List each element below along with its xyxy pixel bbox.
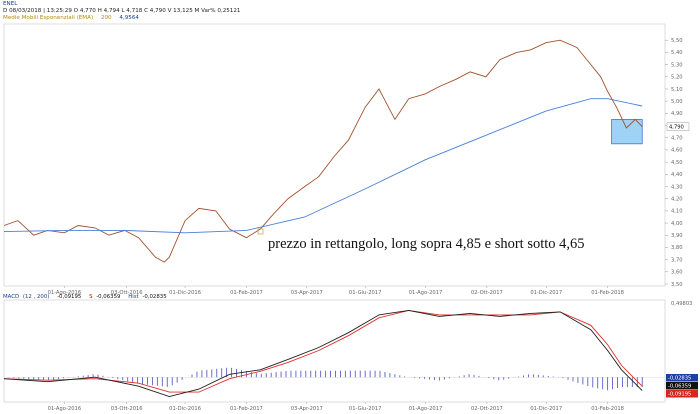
macd-x-tick-label: 01-Dic-2017 bbox=[530, 406, 562, 412]
price-x-tick-label: 03-Ott-2016 bbox=[111, 290, 143, 296]
price-x-tick-label: 01-Giu-2017 bbox=[349, 290, 382, 296]
macd-label: MACD bbox=[3, 294, 20, 300]
macd-line bbox=[3, 309, 643, 397]
macd-x-tick-label: 01-Ago-2017 bbox=[409, 406, 443, 412]
macd-params: (12 , 200) bbox=[22, 294, 50, 300]
price-y-tick-label: 5,40 bbox=[671, 50, 683, 56]
price-y-tick-label: 3,90 bbox=[671, 233, 683, 239]
signal-value-tag-label: -0,06359 bbox=[668, 384, 691, 390]
hist-value-tag-label: -0,02835 bbox=[668, 376, 691, 382]
macd-value-tag bbox=[666, 390, 698, 398]
macd-x-tick-label: 01-Feb-2017 bbox=[230, 406, 263, 412]
hist-label: Hist bbox=[128, 294, 139, 300]
price-x-tick-label: 01-Feb-2017 bbox=[230, 290, 263, 296]
ema-legend: Medie Mobili Esponenziali (EMA) 200 4,95… bbox=[3, 15, 139, 22]
ema-label: Medie Mobili Esponenziali (EMA) bbox=[3, 15, 94, 21]
macd-top-label: 0,49803 bbox=[671, 301, 692, 307]
price-y-tick-label: 4,30 bbox=[671, 184, 683, 190]
price-panel-frame bbox=[3, 23, 666, 287]
price-y-tick-label: 3,50 bbox=[671, 282, 683, 288]
price-y-tick-label: 4,20 bbox=[671, 196, 683, 202]
price-y-tick-label: 4,10 bbox=[671, 209, 683, 215]
macd-x-tick-label: 02-Ott-2017 bbox=[471, 406, 503, 412]
price-y-tick-label: 4,00 bbox=[671, 221, 683, 227]
signal-value-tag bbox=[666, 382, 698, 390]
price-y-tick-label: 3,70 bbox=[671, 257, 683, 263]
hist-value: -0,02835 bbox=[142, 294, 167, 300]
macd-x-tick-label: 03-Apr-2017 bbox=[291, 406, 323, 412]
price-y-tick-label: 4,40 bbox=[671, 172, 683, 178]
price-x-tick-label: 01-Ago-2017 bbox=[409, 290, 443, 296]
symbol-label: ENEL bbox=[3, 1, 18, 7]
signal-value: -0,06359 bbox=[96, 294, 121, 300]
ema-period: 200 bbox=[100, 15, 112, 21]
macd-x-tick-label: 03-Ott-2016 bbox=[111, 406, 143, 412]
last-price-tag-label: 4,790 bbox=[669, 125, 684, 131]
macd-legend: MACD (12 , 200) -0,09195 S -0,06359 Hist… bbox=[3, 294, 167, 300]
macd-x-tick-label: 01-Giu-2017 bbox=[349, 406, 382, 412]
price-y-tick-label: 3,60 bbox=[671, 270, 683, 276]
macd-value: -0,09195 bbox=[57, 294, 82, 300]
hist-value-tag bbox=[666, 374, 698, 382]
quote-line: D 08/03/2018 | 13:25:29 O 4,770 H 4,794 … bbox=[3, 8, 241, 14]
macd-x-tick-label: 01-Dic-2016 bbox=[169, 406, 201, 412]
price-y-tick-label: 4,70 bbox=[671, 136, 683, 142]
macd-value-tag-label: -0,09195 bbox=[668, 392, 691, 398]
macd-panel-frame bbox=[3, 299, 666, 403]
price-x-tick-label: 01-Feb-2018 bbox=[591, 290, 624, 296]
price-y-tick-label: 5,30 bbox=[671, 62, 683, 68]
price-x-tick-label: 03-Apr-2017 bbox=[291, 290, 323, 296]
ema-line bbox=[3, 98, 643, 234]
last-price-tag bbox=[666, 122, 690, 131]
price-x-tick-label: 01-Ago-2016 bbox=[48, 290, 82, 296]
price-y-tick-label: 5,10 bbox=[671, 87, 683, 93]
annotation-text: prezzo in rettangolo, long sopra 4,85 e … bbox=[268, 236, 585, 252]
price-x-tick-label: 01-Dic-2016 bbox=[169, 290, 201, 296]
price-y-tick-label: 5,50 bbox=[671, 38, 683, 44]
price-y-tick-label: 3,80 bbox=[671, 245, 683, 251]
annotation-marker bbox=[257, 228, 264, 235]
price-y-tick-label: 5,00 bbox=[671, 99, 683, 105]
signal-label: S bbox=[89, 294, 93, 300]
price-x-tick-label: 02-Ott-2017 bbox=[471, 290, 503, 296]
price-y-tick-label: 5,20 bbox=[671, 75, 683, 81]
price-y-tick-label: 4,50 bbox=[671, 160, 683, 166]
range-rectangle bbox=[611, 119, 643, 145]
price-y-tick-label: 4,90 bbox=[671, 111, 683, 117]
price-x-tick-label: 01-Dic-2017 bbox=[530, 290, 562, 296]
macd-x-tick-label: 01-Feb-2018 bbox=[591, 406, 624, 412]
price-y-tick-label: 4,60 bbox=[671, 148, 683, 154]
ema-value: 4,9564 bbox=[119, 15, 139, 21]
macd-x-tick-label: 01-Ago-2016 bbox=[48, 406, 82, 412]
signal-line bbox=[3, 309, 643, 393]
price-line bbox=[3, 39, 643, 263]
